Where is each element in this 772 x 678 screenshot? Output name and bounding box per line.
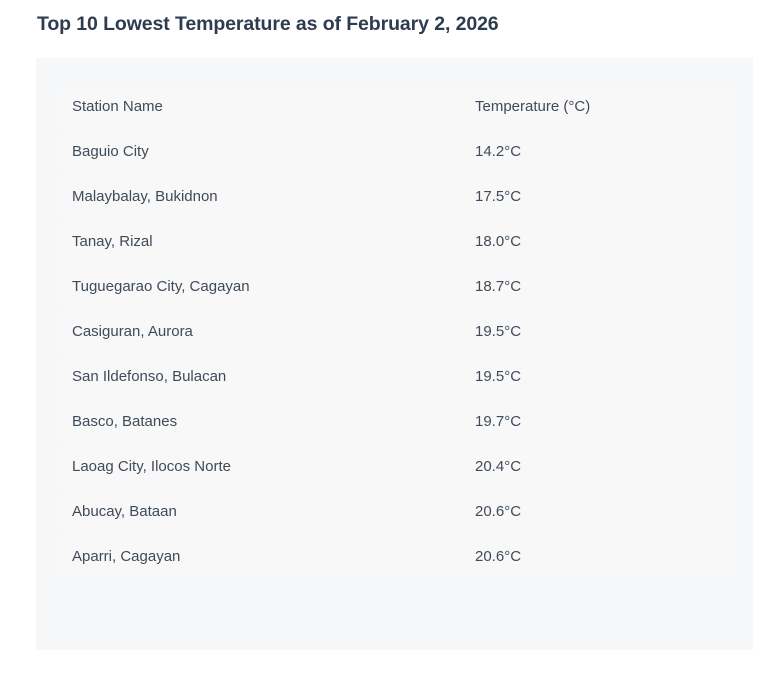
table-header: Station Name Temperature (°C) — [60, 86, 738, 128]
cell-temperature: 18.7°C — [463, 266, 738, 308]
cell-station-name: Casiguran, Aurora — [60, 311, 460, 353]
table-row: Malaybalay, Bukidnon 17.5°C — [60, 176, 738, 218]
cell-temperature: 18.0°C — [463, 221, 738, 263]
column-header-station-name: Station Name — [60, 86, 460, 128]
table-row: Abucay, Bataan 20.6°C — [60, 491, 738, 533]
cell-station-name: Abucay, Bataan — [60, 491, 460, 533]
table-body: Baguio City 14.2°C Malaybalay, Bukidnon … — [60, 131, 738, 578]
table-row: Tanay, Rizal 18.0°C — [60, 221, 738, 263]
cell-station-name: Basco, Batanes — [60, 401, 460, 443]
cell-temperature: 20.4°C — [463, 446, 738, 488]
cell-station-name: Baguio City — [60, 131, 460, 173]
temperature-table: Station Name Temperature (°C) Baguio Cit… — [57, 83, 741, 581]
page-title: Top 10 Lowest Temperature as of February… — [37, 13, 499, 35]
table-row: Casiguran, Aurora 19.5°C — [60, 311, 738, 353]
cell-temperature: 19.5°C — [463, 356, 738, 398]
table-header-row: Station Name Temperature (°C) — [60, 86, 738, 128]
cell-temperature: 20.6°C — [463, 536, 738, 578]
cell-station-name: Aparri, Cagayan — [60, 536, 460, 578]
cell-temperature: 19.5°C — [463, 311, 738, 353]
cell-temperature: 19.7°C — [463, 401, 738, 443]
cell-station-name: Tuguegarao City, Cagayan — [60, 266, 460, 308]
cell-station-name: Malaybalay, Bukidnon — [60, 176, 460, 218]
cell-station-name: Laoag City, Ilocos Norte — [60, 446, 460, 488]
table-row: Basco, Batanes 19.7°C — [60, 401, 738, 443]
cell-station-name: Tanay, Rizal — [60, 221, 460, 263]
table-row: Baguio City 14.2°C — [60, 131, 738, 173]
table-row: San Ildefonso, Bulacan 19.5°C — [60, 356, 738, 398]
column-header-temperature: Temperature (°C) — [463, 86, 738, 128]
table-row: Laoag City, Ilocos Norte 20.4°C — [60, 446, 738, 488]
cell-temperature: 20.6°C — [463, 491, 738, 533]
cell-station-name: San Ildefonso, Bulacan — [60, 356, 460, 398]
cell-temperature: 17.5°C — [463, 176, 738, 218]
table-card: Station Name Temperature (°C) Baguio Cit… — [36, 58, 753, 650]
table-row: Tuguegarao City, Cagayan 18.7°C — [60, 266, 738, 308]
cell-temperature: 14.2°C — [463, 131, 738, 173]
table-row: Aparri, Cagayan 20.6°C — [60, 536, 738, 578]
